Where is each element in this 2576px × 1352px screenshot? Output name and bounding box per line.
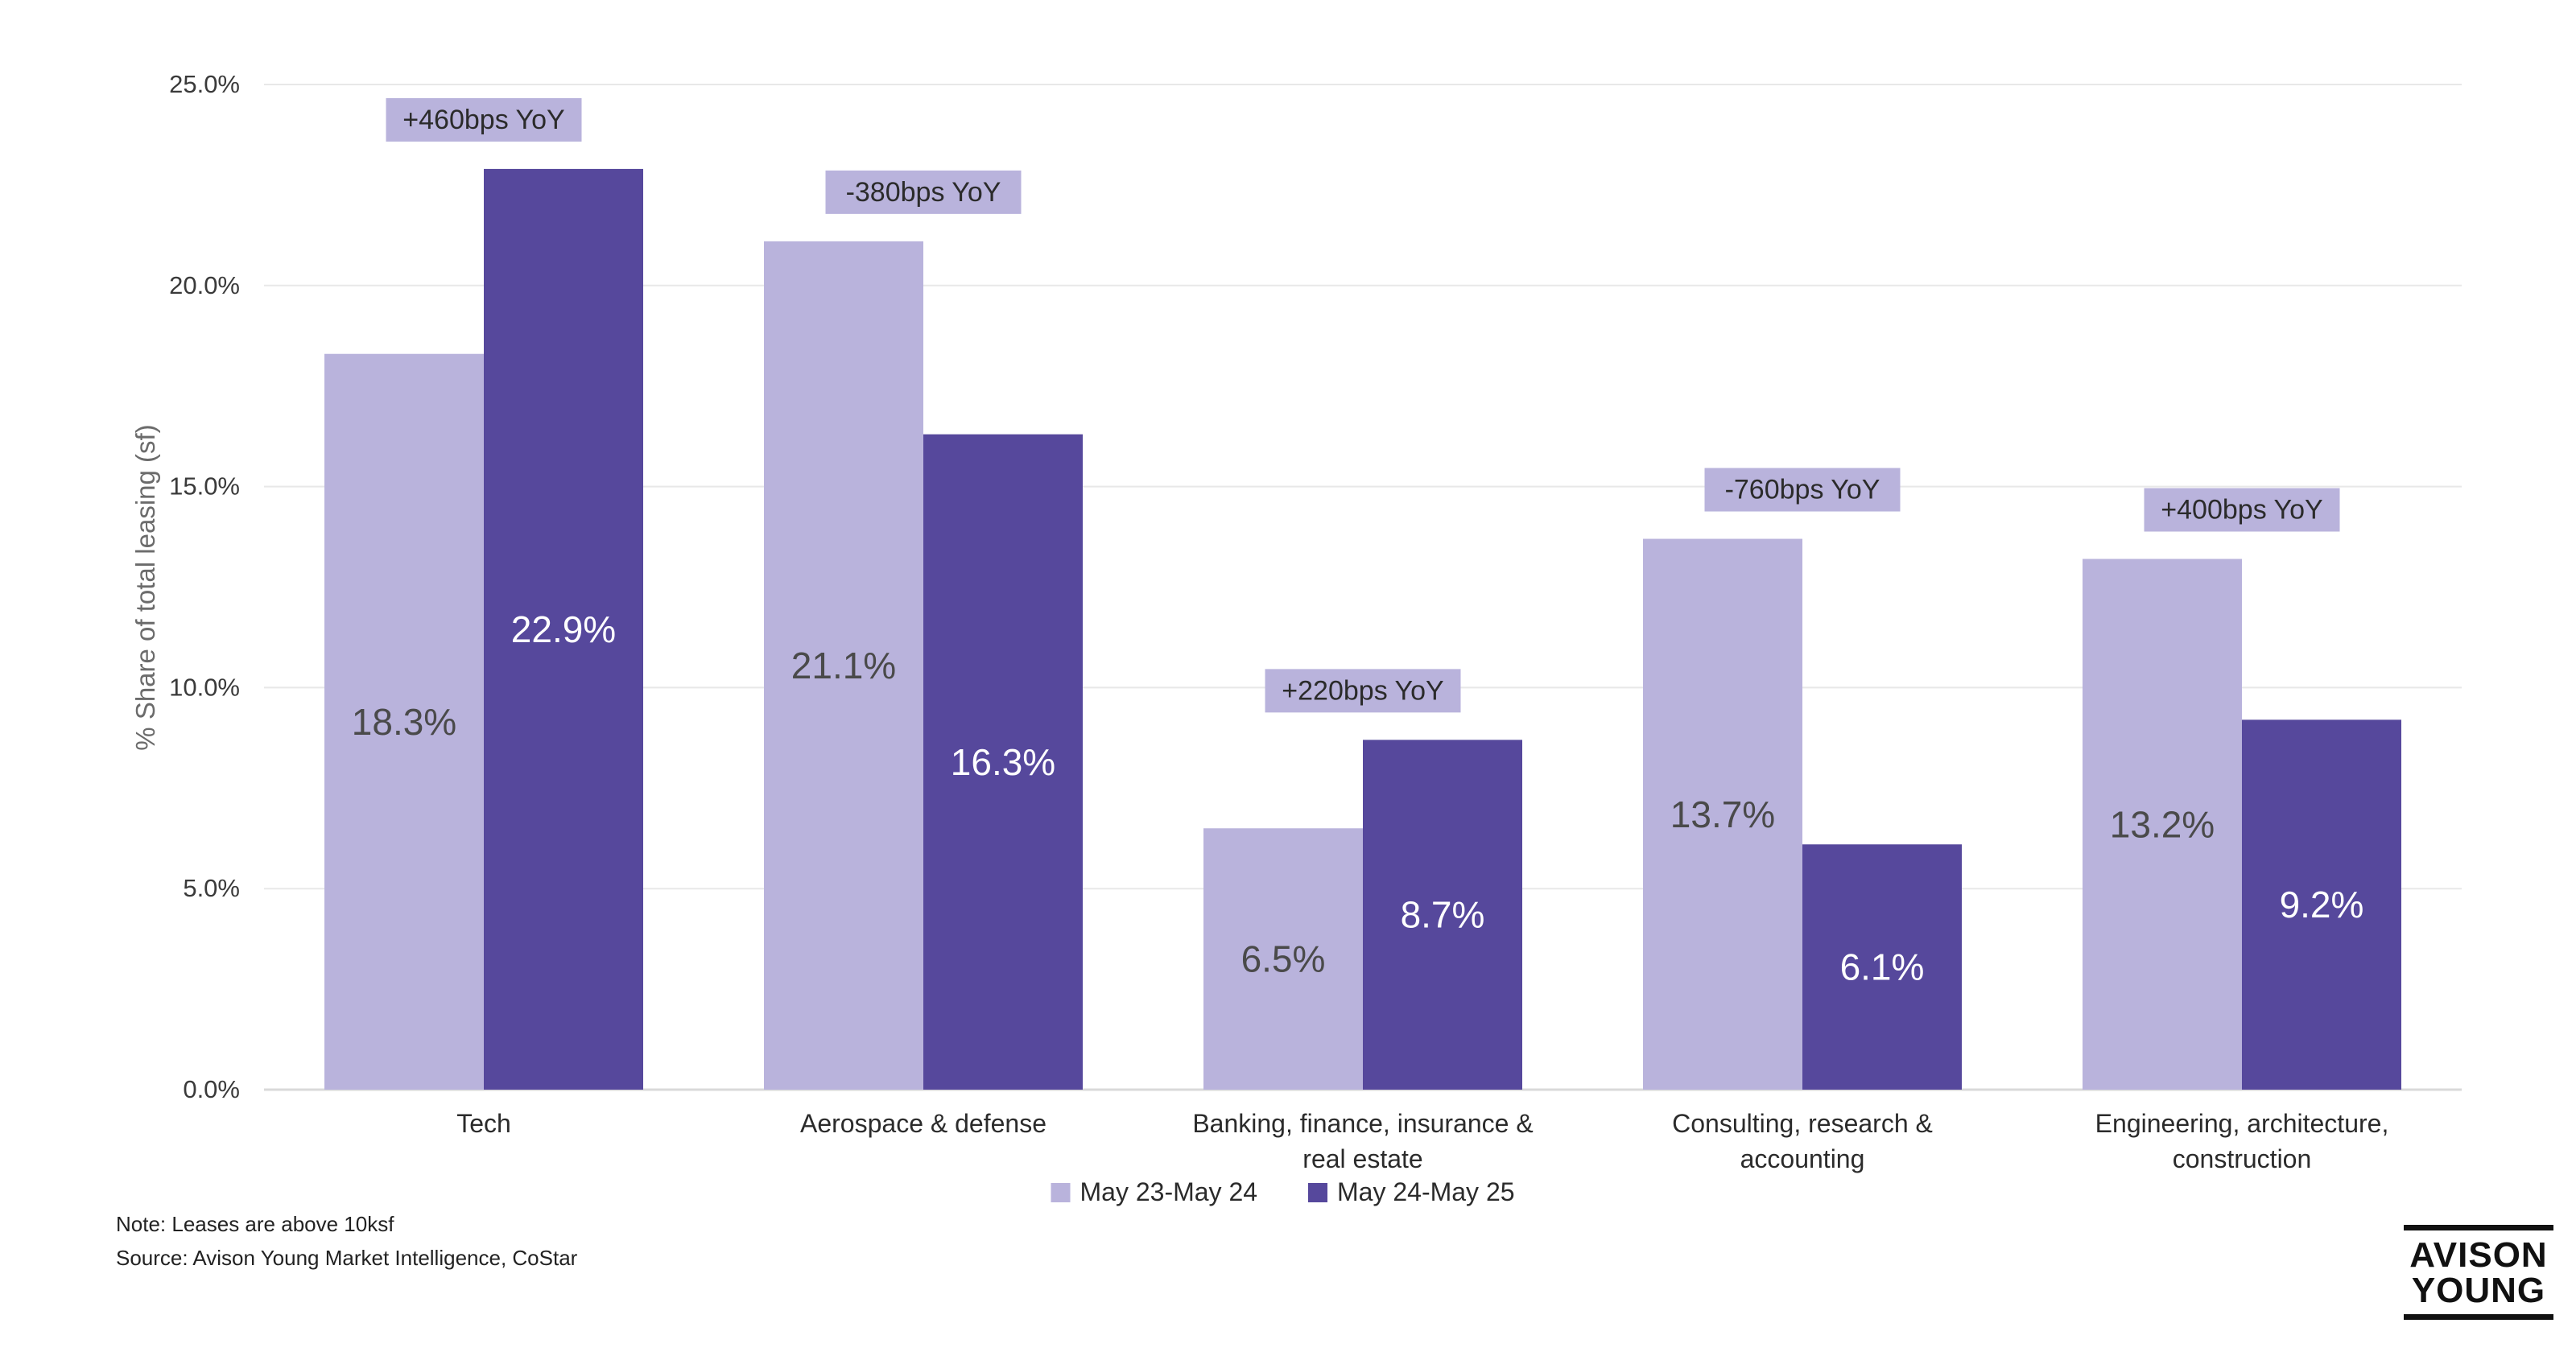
- y-tick-label: 0.0%: [183, 1075, 240, 1103]
- bar-value-label: 13.2%: [2110, 803, 2215, 845]
- footnote-source: Source: Avison Young Market Intelligence…: [116, 1246, 578, 1270]
- x-category-label: Tech: [456, 1109, 511, 1138]
- bar-value-label: 8.7%: [1401, 894, 1485, 936]
- y-tick-label: 20.0%: [169, 271, 240, 299]
- axes: 0.0% 5.0% 10.0% 15.0% 20.0% 25.0% % Share of t…: [130, 70, 2388, 1173]
- legend-swatch: [1051, 1183, 1071, 1202]
- bar-may24-may25: [1363, 740, 1522, 1090]
- y-tick-label: 10.0%: [169, 673, 240, 701]
- avison-young-logo: AVISON YOUNG: [2404, 1225, 2553, 1320]
- bar-may23-may24: [1203, 828, 1363, 1090]
- logo-top-rule: [2404, 1225, 2553, 1230]
- bar-value-label: 22.9%: [511, 608, 616, 650]
- x-category-label: Consulting, research & accounting: [1672, 1109, 1933, 1173]
- yoy-annotation-box: [825, 170, 1022, 214]
- bar-may24-may25: [1802, 844, 1962, 1090]
- bar-may24-may25: [2242, 719, 2401, 1090]
- legend-swatch: [1308, 1183, 1327, 1202]
- bar-value-label: 6.5%: [1241, 938, 1326, 980]
- x-category-label: Engineering, architecture, construction: [2095, 1109, 2389, 1173]
- y-tick-label: 15.0%: [169, 472, 240, 501]
- bar-may24-may25: [923, 434, 1083, 1090]
- bar-may23-may24: [764, 241, 923, 1090]
- annotations: +460bps YoY -380bps YoY +220bps YoY -760bps…: [386, 97, 2340, 713]
- bars: [324, 168, 2401, 1090]
- bar-may23-may24: [2083, 559, 2242, 1090]
- bar-may23-may24: [324, 353, 484, 1090]
- yoy-annotation-box: [2144, 488, 2340, 532]
- bar-may23-may24: [1643, 538, 1802, 1090]
- yoy-annotation-box: [386, 97, 582, 142]
- yoy-annotation-label: +460bps YoY: [402, 105, 564, 135]
- logo-line-1: AVISON: [2409, 1235, 2548, 1275]
- x-category-label: Banking, finance, insurance & real estate: [1192, 1109, 1533, 1173]
- bar-value-label: 9.2%: [2280, 884, 2364, 925]
- yoy-annotation-label: +220bps YoY: [1282, 675, 1443, 706]
- bar-value-label: 16.3%: [951, 741, 1055, 783]
- legend-label: May 23-May 24: [1080, 1177, 1258, 1206]
- data-labels: 18.3% 22.9% 21.1% 16.3% 6.5% 8.7% 13.7% 6.1% 13.…: [352, 608, 2364, 988]
- yoy-annotation-label: +400bps YoY: [2161, 495, 2322, 526]
- footnote-note: Note: Leases are above 10ksf: [116, 1212, 394, 1236]
- logo-line-2: YOUNG: [2411, 1271, 2546, 1310]
- bar-may24-may25: [484, 168, 643, 1090]
- bar-value-label: 18.3%: [352, 701, 456, 743]
- yoy-annotation-box: [1704, 468, 1901, 512]
- legend: May 23-May 24 May 24-May 25: [1051, 1177, 1515, 1206]
- x-category-label: Aerospace & defense: [800, 1109, 1046, 1138]
- y-tick-label: 25.0%: [169, 70, 240, 98]
- yoy-annotation-box: [1265, 669, 1461, 713]
- bar-value-label: 21.1%: [791, 645, 896, 686]
- logo-bottom-rule: [2404, 1314, 2553, 1320]
- bar-value-label: 6.1%: [1840, 946, 1925, 988]
- y-axis-label: % Share of total leasing (sf): [130, 424, 160, 750]
- yoy-annotation-label: -760bps YoY: [1725, 475, 1880, 505]
- legend-label: May 24-May 25: [1337, 1177, 1515, 1206]
- yoy-annotation-label: -380bps YoY: [846, 177, 1001, 208]
- y-tick-label: 5.0%: [183, 874, 240, 902]
- bar-value-label: 13.7%: [1670, 793, 1775, 835]
